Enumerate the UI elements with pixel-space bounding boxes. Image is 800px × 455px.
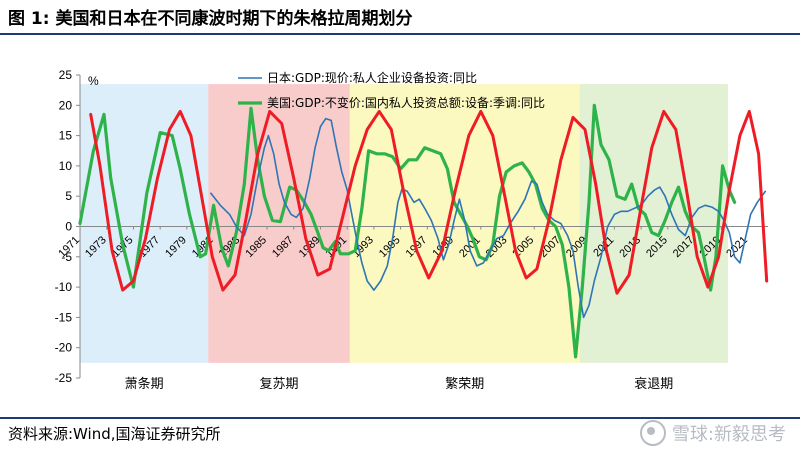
phase-label: 复苏期 <box>260 376 299 392</box>
y-tick-label: -25 <box>55 371 73 385</box>
y-tick-label: -15 <box>55 310 73 324</box>
source-divider <box>0 417 800 419</box>
y-tick-label: -10 <box>55 280 73 294</box>
phase-band-1 <box>208 84 350 363</box>
figure-title: 图 1: 美国和日本在不同康波时期下的朱格拉周期划分 <box>8 9 413 29</box>
phase-label: 衰退期 <box>634 376 673 392</box>
y-tick-label: 15 <box>59 129 73 143</box>
phase-labels: 萧条期 复苏期 繁荣期 衰退期 <box>125 376 674 392</box>
y-tick-label: -5 <box>61 250 72 264</box>
legend-label: 美国:GDP:不变价:国内私人投资总额:设备:季调:同比 <box>267 95 545 110</box>
series-line-0 <box>210 117 767 319</box>
series-line-2 <box>89 109 769 295</box>
y-axis: 25 20 15 10 5 0 -5 -10 -15 -20 -25% <box>55 68 99 385</box>
y-tick-label: -20 <box>55 341 73 355</box>
legend-label: 日本:GDP:现价:私人企业设备投资:同比 <box>267 70 477 85</box>
y-tick-label: 25 <box>59 68 73 82</box>
legend: 日本:GDP:现价:私人企业设备投资:同比美国:GDP:不变价:国内私人投资总额… <box>238 70 545 110</box>
watermark: 雪球:新毅思考 <box>639 420 786 446</box>
phase-band-3 <box>579 84 728 363</box>
phase-label: 繁荣期 <box>445 376 484 392</box>
y-tick-label: 0 <box>65 220 72 234</box>
snowball-logo-icon <box>639 420 666 446</box>
phase-bands <box>80 84 728 363</box>
source-note: 资料来源:Wind,国海证券研究所 <box>8 425 221 443</box>
y-tick-label: 5 <box>65 189 72 203</box>
phase-band-0 <box>80 84 209 363</box>
y-tick-label: 10 <box>59 159 73 173</box>
title-divider <box>0 33 800 35</box>
watermark-text: 雪球:新毅思考 <box>671 424 786 445</box>
phase-label: 萧条期 <box>125 376 164 392</box>
series-lines <box>78 103 769 359</box>
y-tick-label: 20 <box>59 98 73 112</box>
y-unit-label: % <box>88 74 99 88</box>
